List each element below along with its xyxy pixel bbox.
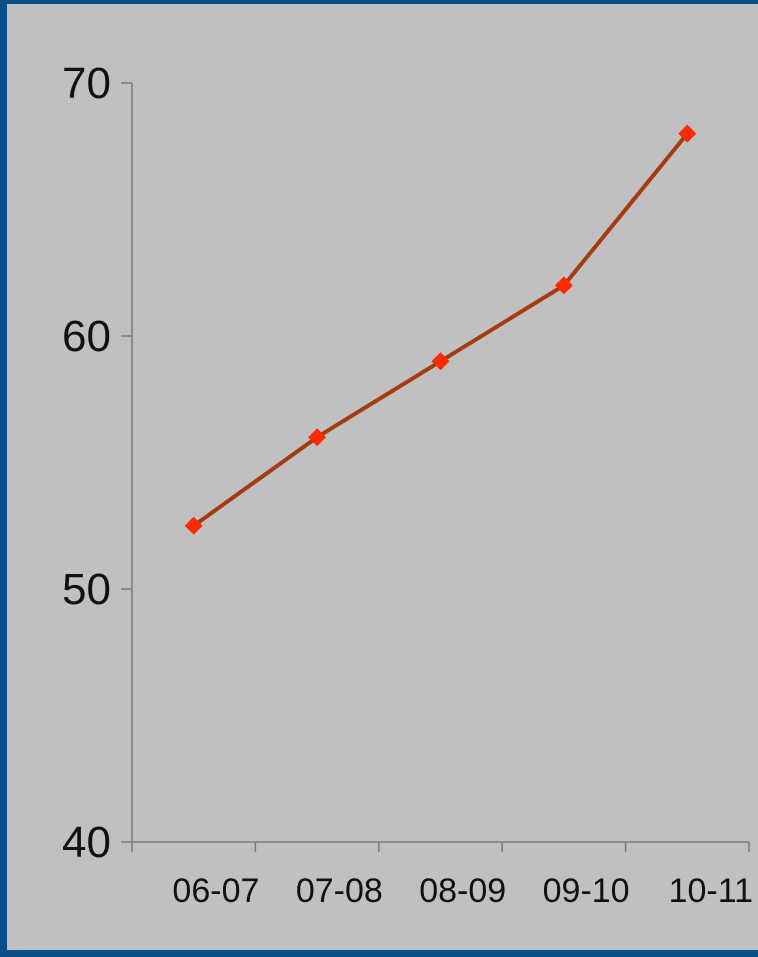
x-tick-label: 07-08	[296, 872, 383, 910]
x-tick-label: 06-07	[172, 872, 259, 910]
y-tick-label: 70	[62, 59, 111, 108]
data-point-marker	[308, 428, 327, 447]
axes	[131, 83, 749, 843]
y-ticks: 40 50 60 70	[62, 59, 132, 867]
series-group	[191, 131, 690, 528]
x-ticks: 06-07 07-08 08-09 09-10 10-11	[131, 842, 753, 910]
x-tick-label: 10-11	[669, 872, 753, 910]
x-tick-label: 09-10	[543, 872, 630, 910]
line-chart: 06-07 07-08 08-09 09-10 10-11 40 50 60 70	[62, 59, 753, 910]
data-point-marker	[431, 352, 450, 371]
markers-group	[184, 124, 697, 535]
data-point-marker	[184, 516, 203, 535]
series-line	[191, 131, 690, 528]
y-tick-label: 60	[62, 312, 111, 361]
data-point-marker	[554, 276, 573, 295]
x-tick-label: 08-09	[419, 872, 506, 910]
y-tick-label: 40	[62, 818, 111, 867]
y-tick-label: 50	[62, 565, 111, 614]
data-point-marker	[678, 124, 697, 143]
